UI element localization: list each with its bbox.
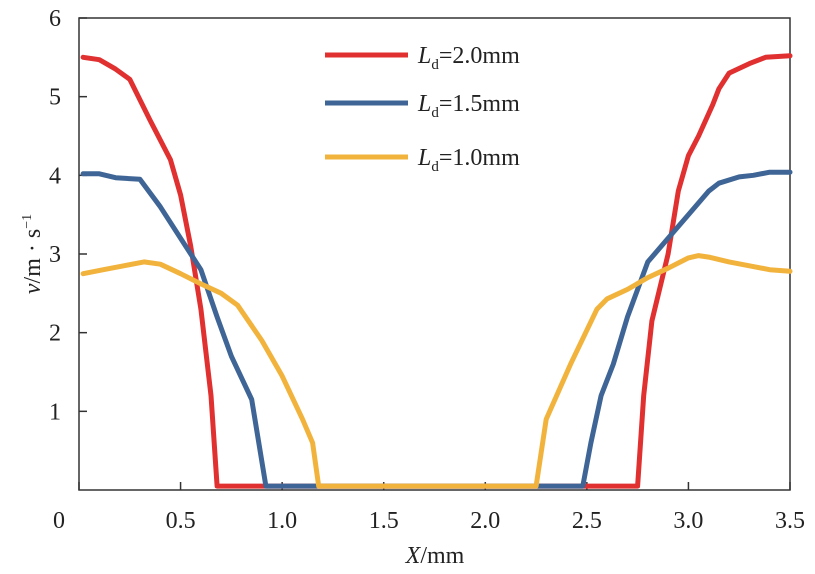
legend-label-3: Ld=1.0mm	[417, 145, 520, 175]
x-tick-label: 0.5	[166, 508, 196, 534]
x-tick-label: 2.5	[572, 508, 602, 534]
plot-frame	[78, 17, 791, 491]
legend-value: =2.0mm	[439, 43, 520, 69]
series-line-3	[80, 253, 793, 489]
series-lines	[80, 53, 793, 489]
series-line-1	[80, 53, 793, 489]
legend-sub: d	[431, 57, 439, 73]
x-tick-label: 3.0	[673, 508, 703, 534]
x-tick-label: 2.0	[470, 508, 500, 534]
y-tick-label: 3	[49, 242, 61, 268]
y-axis-unit: /m · s	[20, 229, 46, 284]
y-tick-label: 5	[49, 85, 61, 111]
y-axis-ticks: 1 2 3 4 5 6	[49, 6, 87, 425]
y-tick-label: 2	[49, 321, 61, 347]
legend-var: L	[417, 145, 431, 171]
legend-label-1: Ld=2.0mm	[417, 43, 520, 73]
legend-sub: d	[431, 159, 439, 175]
y-axis-label-group: v/m · s−1	[20, 214, 46, 294]
x-axis-ticks: 0 0.5 1.0 1.5 2.0 2.5 3.0 3.5	[53, 482, 805, 534]
legend-sub: d	[431, 105, 439, 121]
x-axis-label: X/mm	[405, 543, 465, 569]
x-axis-var: X	[405, 543, 422, 569]
y-tick-label: 1	[49, 399, 61, 425]
x-axis-unit: /mm	[420, 543, 464, 569]
y-tick-label: 6	[49, 6, 61, 32]
legend-label-2: Ld=1.5mm	[417, 91, 520, 121]
x-tick-label: 0	[53, 508, 65, 534]
x-tick-label: 1.5	[369, 508, 399, 534]
y-axis-exponent: −1	[20, 214, 35, 229]
legend-var: L	[417, 91, 431, 117]
y-axis-label: v/m · s−1	[20, 214, 46, 294]
legend-var: L	[417, 43, 431, 69]
series-line-2	[80, 169, 793, 489]
y-tick-label: 4	[49, 163, 61, 189]
y-axis-var: v	[20, 283, 46, 294]
legend-value: =1.5mm	[439, 91, 520, 117]
legend-value: =1.0mm	[439, 145, 520, 171]
x-tick-label: 1.0	[267, 508, 297, 534]
x-tick-label: 3.5	[775, 508, 805, 534]
